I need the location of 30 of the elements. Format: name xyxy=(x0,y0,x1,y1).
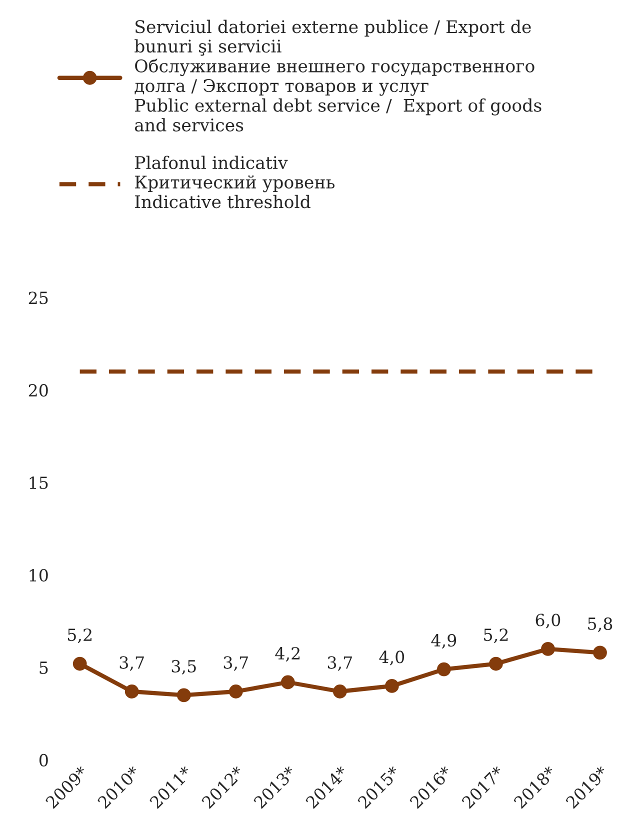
data-label: 5,2 xyxy=(484,628,508,644)
point xyxy=(437,662,451,676)
y-tick-label: 5 xyxy=(40,662,48,674)
y-tick-label: 25 xyxy=(28,292,48,304)
point xyxy=(228,684,243,698)
point xyxy=(280,675,295,690)
legend-label: Serviciul datoriei externe publice / Export de bunuri şi servicii Обслуживание внешнего государственного долга / Экспорт товаров и услуг Public external debt service / Export of goods and services xyxy=(134,20,542,132)
y-tick-label: 20 xyxy=(28,384,48,397)
data-label: 6,0 xyxy=(536,614,560,628)
y-tick-label: 0 xyxy=(39,754,48,766)
point xyxy=(593,646,607,660)
data-label: 4,9 xyxy=(431,634,456,649)
y-tick-label: 15 xyxy=(30,476,48,490)
data-label: 3,5 xyxy=(172,660,196,675)
point xyxy=(489,656,503,671)
data-label: 4,2 xyxy=(275,646,300,662)
point xyxy=(332,684,347,698)
data-label: 5,8 xyxy=(588,617,612,632)
data-label: 3,7 xyxy=(120,656,144,671)
point xyxy=(72,656,87,671)
data-label: 3,7 xyxy=(328,656,352,671)
data-label: 3,7 xyxy=(224,656,248,671)
y-tick-label: 10 xyxy=(30,568,48,582)
point xyxy=(124,684,139,698)
data-label: 4,0 xyxy=(379,650,404,666)
data-label: 5,2 xyxy=(68,628,92,644)
point xyxy=(176,688,191,702)
point xyxy=(384,679,399,693)
point xyxy=(541,642,555,656)
legend-label: Plafonul indicativ Критический уровень Indicative threshold xyxy=(135,156,335,208)
